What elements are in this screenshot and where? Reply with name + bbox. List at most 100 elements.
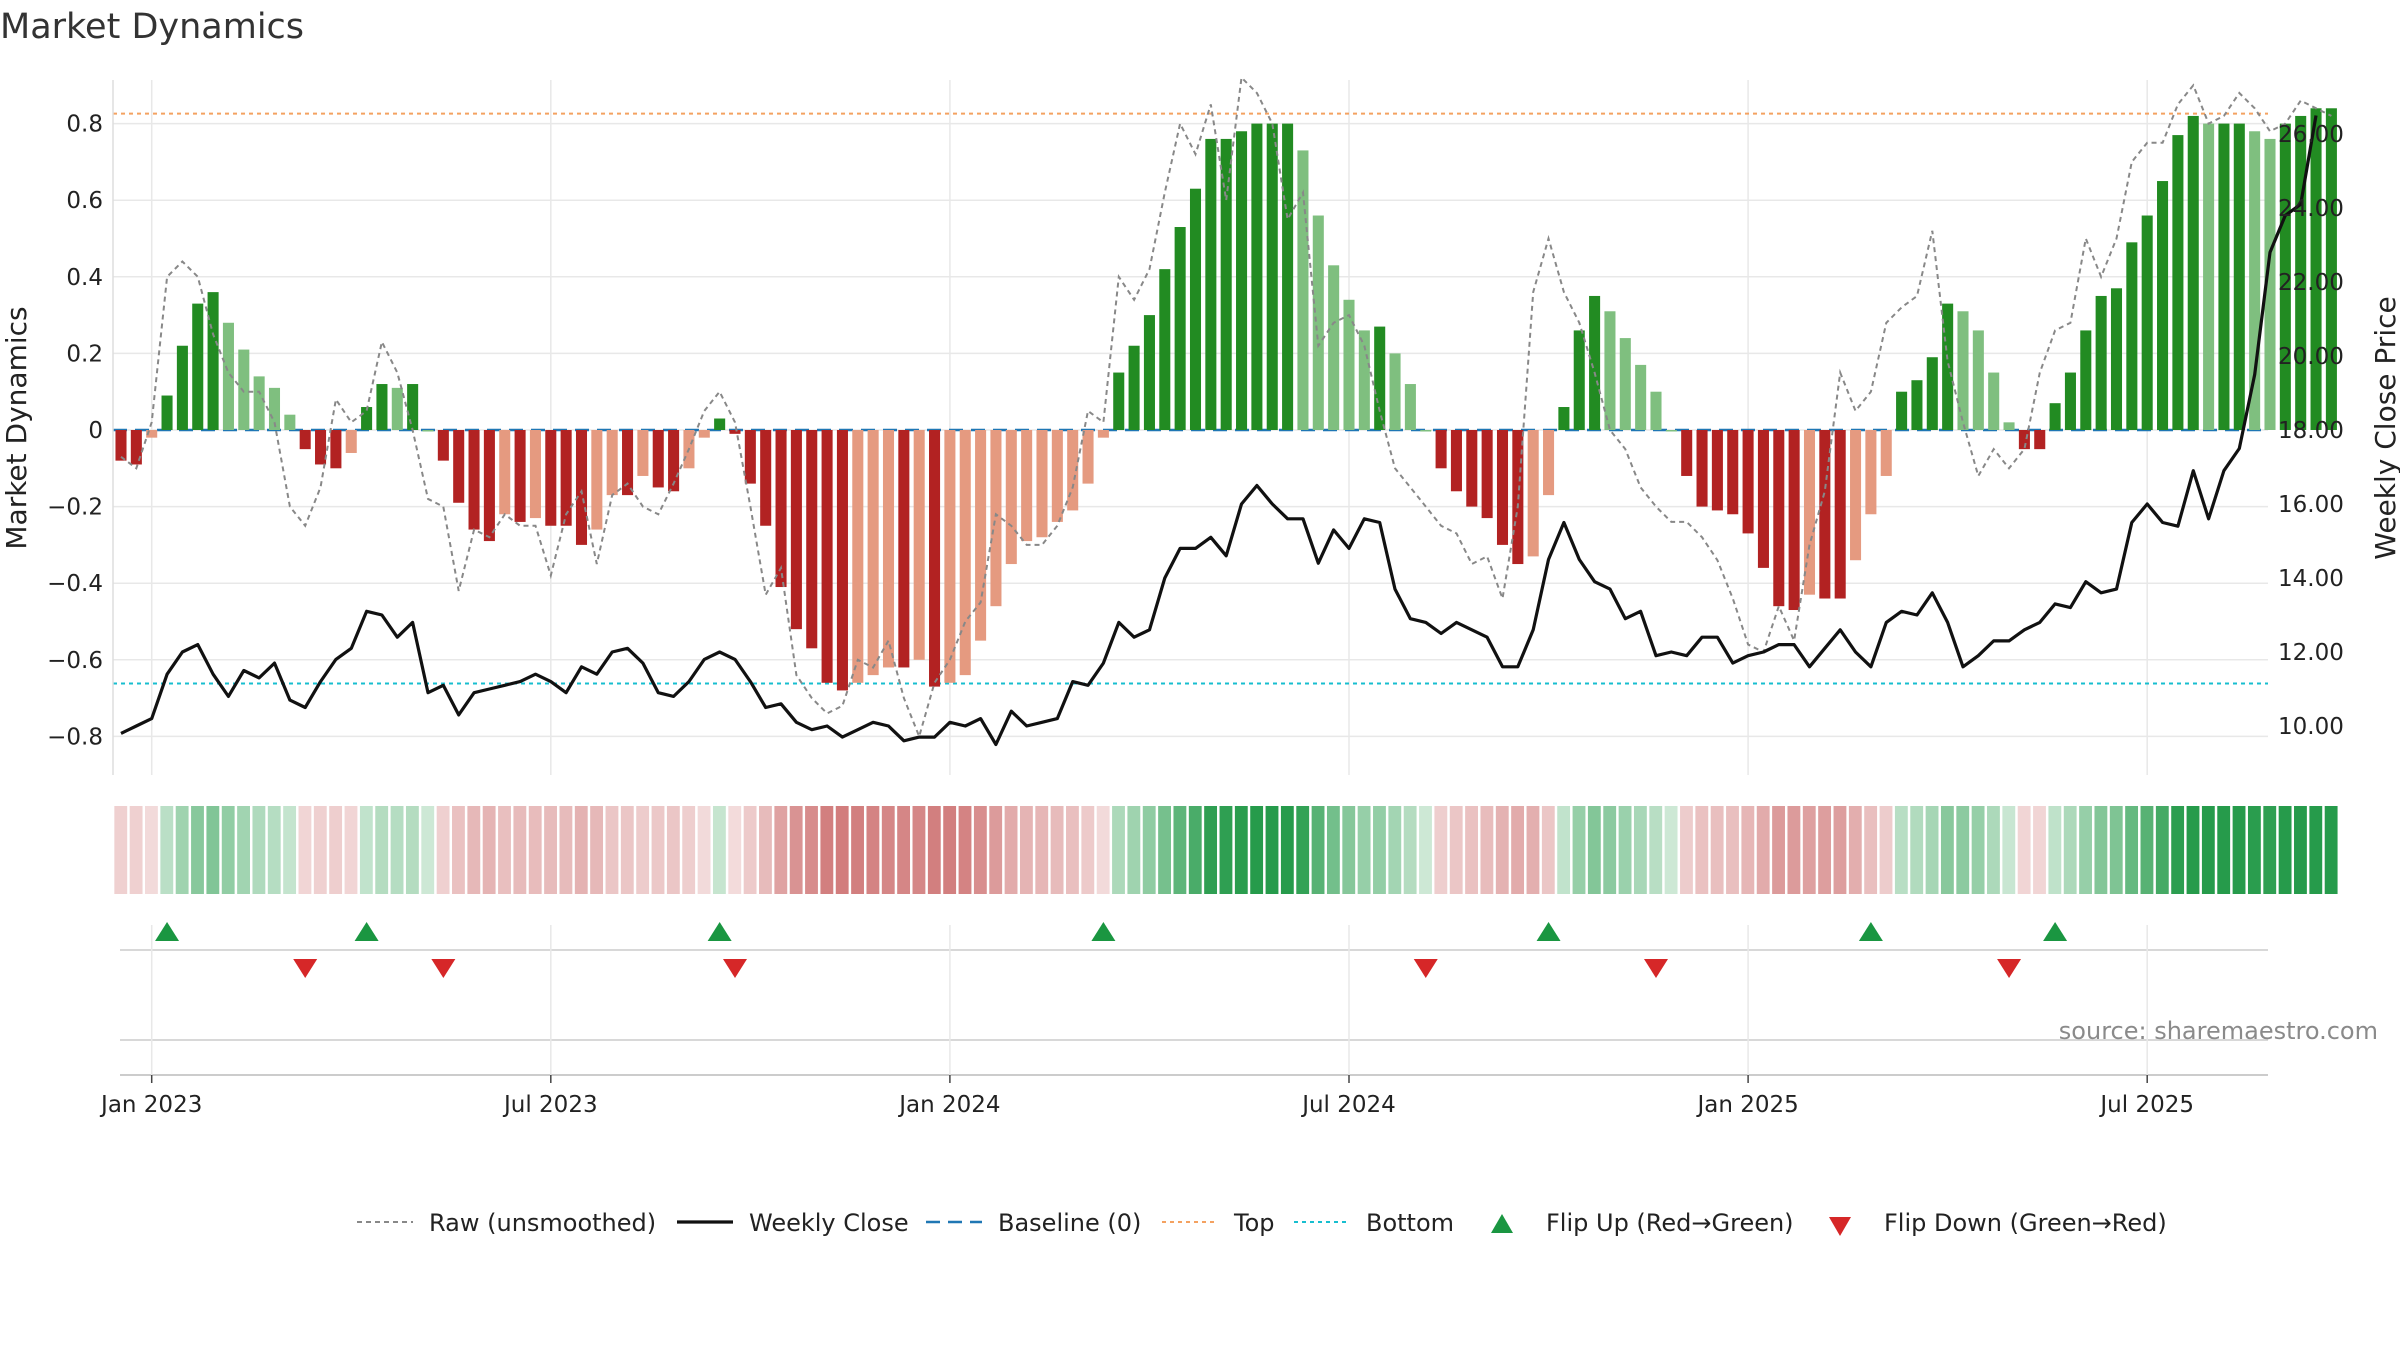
legend-swatch [1829, 1217, 1851, 1236]
histogram-bar [668, 430, 680, 492]
histogram-bar [575, 430, 588, 545]
heat-cell [958, 806, 972, 894]
heat-cell [513, 806, 527, 894]
histogram-bar [1082, 430, 1094, 484]
heat-cell [283, 806, 297, 894]
heat-cell [1265, 806, 1279, 894]
histogram-bar [391, 387, 403, 430]
heat-cell [712, 806, 726, 894]
histogram-bar [268, 387, 281, 430]
heat-cell [160, 806, 174, 894]
heat-cell [2324, 806, 2338, 894]
heat-cell [2140, 806, 2154, 894]
legend-label: Flip Up (Red→Green) [1546, 1209, 1794, 1237]
heat-cell [1019, 806, 1033, 894]
y-tick-right: 16.00 [2278, 492, 2344, 518]
histogram-bar [1773, 430, 1785, 607]
heat-cell [1726, 806, 1739, 894]
heat-cell [129, 806, 143, 894]
histogram-bar [1604, 311, 1616, 430]
histogram-bar [2141, 215, 2153, 430]
heat-cell [452, 806, 465, 894]
flip-up-marker [1858, 922, 1883, 941]
histogram-bar [1496, 430, 1509, 545]
histogram-bar [821, 430, 833, 683]
heat-cell [390, 806, 404, 894]
histogram-bar [1819, 430, 1831, 599]
y-tick-left: 0.6 [66, 188, 103, 214]
heat-cell [666, 806, 680, 894]
histogram-bar [1742, 430, 1754, 534]
flip-up-marker [155, 922, 180, 941]
heat-cell [1234, 806, 1248, 894]
y-tick-right: 20.00 [2278, 344, 2344, 370]
histogram-bar [1834, 430, 1846, 599]
heat-cell [866, 806, 880, 894]
heat-cell [774, 806, 788, 894]
histogram-bar [1527, 430, 1539, 557]
histogram-bar [1573, 330, 1585, 430]
histogram-bar [1988, 372, 2000, 430]
heat-cell [544, 806, 557, 894]
heat-cell [1833, 806, 1847, 894]
histogram-bar [1803, 430, 1816, 595]
heat-cell [2278, 806, 2292, 894]
histogram-bar [1696, 430, 1708, 507]
heat-cell [2217, 806, 2231, 894]
heat-cell [851, 806, 864, 894]
legend-label: Baseline (0) [998, 1209, 1141, 1237]
y-tick-right: 18.00 [2278, 418, 2344, 444]
heat-cell [436, 806, 450, 894]
histogram-bar [1619, 338, 1631, 430]
heat-cell [329, 806, 343, 894]
histogram-bar [2003, 422, 2015, 430]
histogram-bar [1389, 353, 1401, 430]
heat-cell [1342, 806, 1356, 894]
main-panel: 0.8 0.6 0.4 0.2 0 −0.2 −0.4 −0.6 −0.8 26.00 24.00… [0, 75, 2400, 775]
heat-cell [1096, 806, 1110, 894]
heat-cell [1296, 806, 1310, 894]
heat-cell [1664, 806, 1678, 894]
histogram-bar [1036, 430, 1048, 538]
heat-cell [1495, 806, 1509, 894]
heat-cell [651, 806, 665, 894]
histogram-bar [1911, 380, 1923, 430]
histogram-bar [1972, 330, 1984, 430]
y-axis-right-label: Weekly Close Price [2369, 296, 2400, 559]
legend-label: Raw (unsmoothed) [429, 1209, 656, 1237]
x-tick-label: Jan 2023 [99, 1092, 202, 1118]
heat-cell [1756, 806, 1770, 894]
histogram-bar [499, 430, 511, 515]
heat-cell [1680, 806, 1693, 894]
heat-cell [897, 806, 911, 894]
histogram-bar [729, 430, 741, 434]
legend-label: Weekly Close [749, 1209, 909, 1237]
heat-cell [1557, 806, 1571, 894]
histogram-bar [468, 430, 480, 530]
heat-cell [1649, 806, 1663, 894]
x-tick-label: Jan 2024 [897, 1092, 1000, 1118]
heat-cell [1741, 806, 1755, 894]
x-tick-label: Jul 2023 [502, 1092, 598, 1118]
flip-up-marker [1536, 922, 1561, 941]
y-tick-right: 10.00 [2278, 714, 2344, 740]
heat-cell [2155, 806, 2169, 894]
histogram-bar [652, 430, 664, 488]
histogram-bar [775, 430, 787, 588]
heat-cell [1204, 806, 1218, 894]
histogram-bar [2218, 123, 2230, 430]
heat-cell [2002, 806, 2016, 894]
histogram-bar [407, 384, 419, 430]
histogram-bar [1711, 430, 1723, 511]
heat-cell [620, 806, 634, 894]
histogram-bar [2264, 138, 2276, 431]
source-attribution: source: sharemaestro.com [2059, 1017, 2378, 1045]
histogram-bar [2203, 123, 2215, 430]
heat-cell [943, 806, 957, 894]
histogram-bar [1005, 430, 1017, 565]
heat-cell [2294, 806, 2307, 894]
heat-cell [1219, 806, 1233, 894]
histogram-bar [1343, 299, 1355, 430]
legend-item: Flip Up (Red→Green) [1491, 1209, 1794, 1237]
histogram-bar [1374, 326, 1386, 430]
